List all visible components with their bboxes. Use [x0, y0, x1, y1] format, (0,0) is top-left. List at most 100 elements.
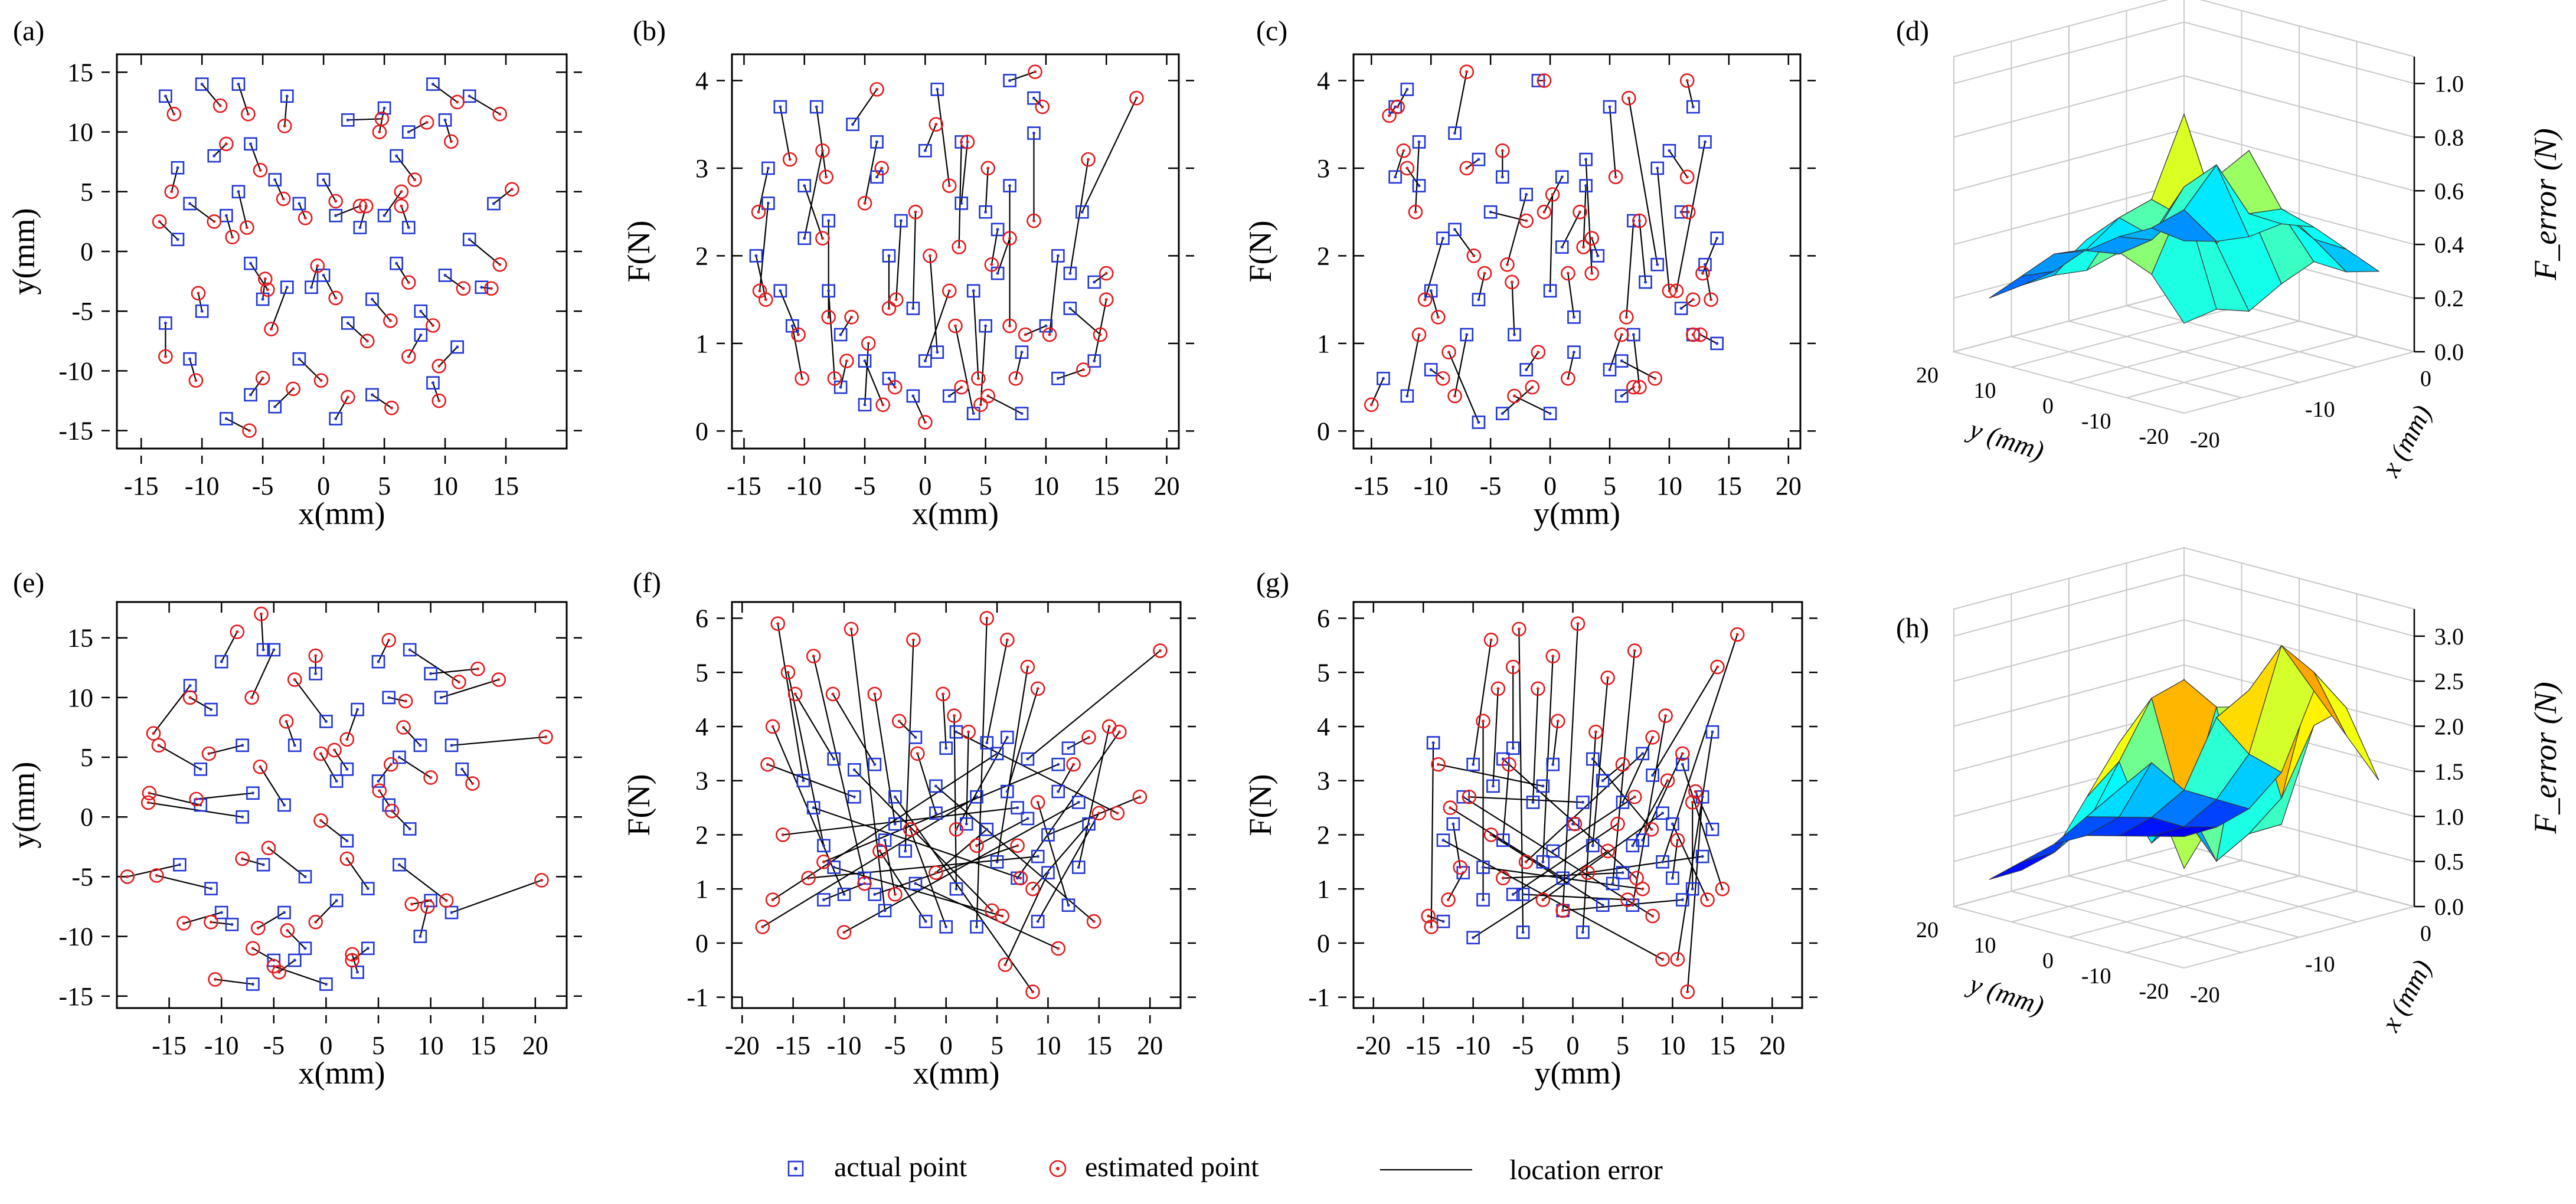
error-line	[1438, 764, 1544, 787]
error-line	[251, 649, 274, 698]
wall-grid	[1953, 574, 2185, 637]
estimated-point	[1519, 213, 1534, 228]
actual-point	[817, 839, 831, 853]
actual-point-dot	[1548, 289, 1552, 293]
actual-point-dot	[947, 394, 951, 398]
actual-point	[351, 965, 364, 979]
actual-point	[918, 143, 932, 158]
error-line	[221, 632, 238, 662]
actual-point-dot	[904, 849, 907, 853]
estimated-point	[1550, 714, 1565, 729]
error-line	[334, 750, 348, 770]
actual-point	[1676, 893, 1689, 907]
error-line	[378, 790, 390, 806]
x-tick-label: 15	[493, 472, 519, 500]
estimated-point-dot	[1561, 909, 1565, 912]
actual-point-dot	[443, 273, 447, 277]
estimated-point	[308, 648, 323, 663]
actual-point	[837, 888, 851, 901]
actual-point-dot	[934, 784, 937, 788]
actual-point-dot	[356, 970, 359, 974]
x-tick-label: 15	[1716, 472, 1742, 500]
error-line	[1633, 334, 1640, 388]
actual-point-dot	[832, 757, 836, 761]
actual-point-dot	[1057, 763, 1060, 766]
actual-point	[298, 870, 312, 884]
actual-point-dot	[249, 393, 253, 397]
estimated-point	[1545, 649, 1561, 664]
actual-point-dot	[220, 660, 223, 663]
error-line	[274, 179, 285, 199]
estimated-point-dot	[758, 289, 761, 293]
actual-point-dot	[224, 214, 228, 217]
estimated-point	[888, 292, 904, 307]
x3d-tick-label: -20	[2190, 983, 2220, 1007]
actual-point	[1472, 415, 1486, 429]
estimated-point-dot	[825, 175, 828, 179]
estimated-point	[188, 373, 204, 388]
error-line	[1009, 71, 1035, 81]
actual-point-dot	[285, 286, 289, 289]
estimated-point-dot	[319, 379, 323, 382]
actual-point-dot	[995, 860, 999, 863]
estimated-point	[1453, 860, 1468, 875]
estimated-point	[339, 732, 355, 747]
actual-point-dot	[383, 214, 386, 217]
actual-point	[1041, 828, 1055, 842]
actual-point-dot	[314, 672, 318, 675]
actual-point	[401, 125, 416, 139]
error-line	[189, 358, 197, 381]
actual-point	[847, 790, 861, 804]
z-tick-label: 0.0	[2434, 339, 2464, 365]
estimated-point-dot	[1542, 210, 1546, 214]
error-line	[294, 679, 327, 722]
actual-point-dot	[1046, 833, 1050, 836]
estimated-point-dot	[1472, 254, 1476, 257]
actual-point	[1536, 855, 1550, 869]
estimated-point-dot	[1582, 246, 1586, 249]
error-line	[1585, 159, 1593, 274]
x-tick-label: 5	[372, 1031, 385, 1060]
estimated-point	[1608, 169, 1623, 185]
estimated-point-dot	[953, 714, 956, 718]
estimated-point	[1535, 892, 1551, 907]
estimated-point-dot	[1041, 105, 1044, 109]
estimated-point	[1505, 659, 1521, 675]
actual-point	[1646, 768, 1659, 782]
error-line	[1523, 894, 1628, 901]
actual-point-dot	[851, 123, 855, 126]
actual-point	[966, 407, 980, 420]
estimated-point	[1730, 627, 1745, 642]
estimated-point	[1417, 292, 1433, 307]
actual-point-dot	[370, 393, 374, 397]
x-tick-label: -5	[1512, 1031, 1534, 1060]
estimated-point	[787, 686, 803, 702]
estimated-point-dot	[218, 104, 222, 107]
actual-point-dot	[303, 947, 307, 950]
error-line	[772, 752, 998, 901]
estimated-point	[142, 786, 157, 801]
actual-point-dot	[492, 202, 495, 205]
estimated-point	[998, 957, 1013, 972]
actual-point-dot	[1477, 158, 1480, 161]
actual-point-dot	[1077, 865, 1080, 869]
error-line	[1549, 194, 1554, 291]
error-line	[956, 737, 1008, 830]
actual-point-dot	[852, 768, 856, 771]
actual-point	[377, 208, 391, 223]
error-line	[250, 377, 264, 395]
estimated-point-dot	[788, 158, 792, 161]
actual-point-dot	[335, 780, 338, 783]
estimated-point-dot	[894, 298, 898, 302]
estimated-point-dot	[881, 403, 885, 407]
error-line	[310, 265, 318, 288]
y-tick-label: -5	[71, 297, 93, 326]
actual-point	[1567, 310, 1581, 324]
actual-point-dot	[345, 839, 349, 843]
actual-point	[183, 352, 197, 366]
estimated-point	[942, 283, 957, 299]
actual-point-dot	[1452, 822, 1455, 826]
actual-point-dot	[887, 254, 891, 257]
